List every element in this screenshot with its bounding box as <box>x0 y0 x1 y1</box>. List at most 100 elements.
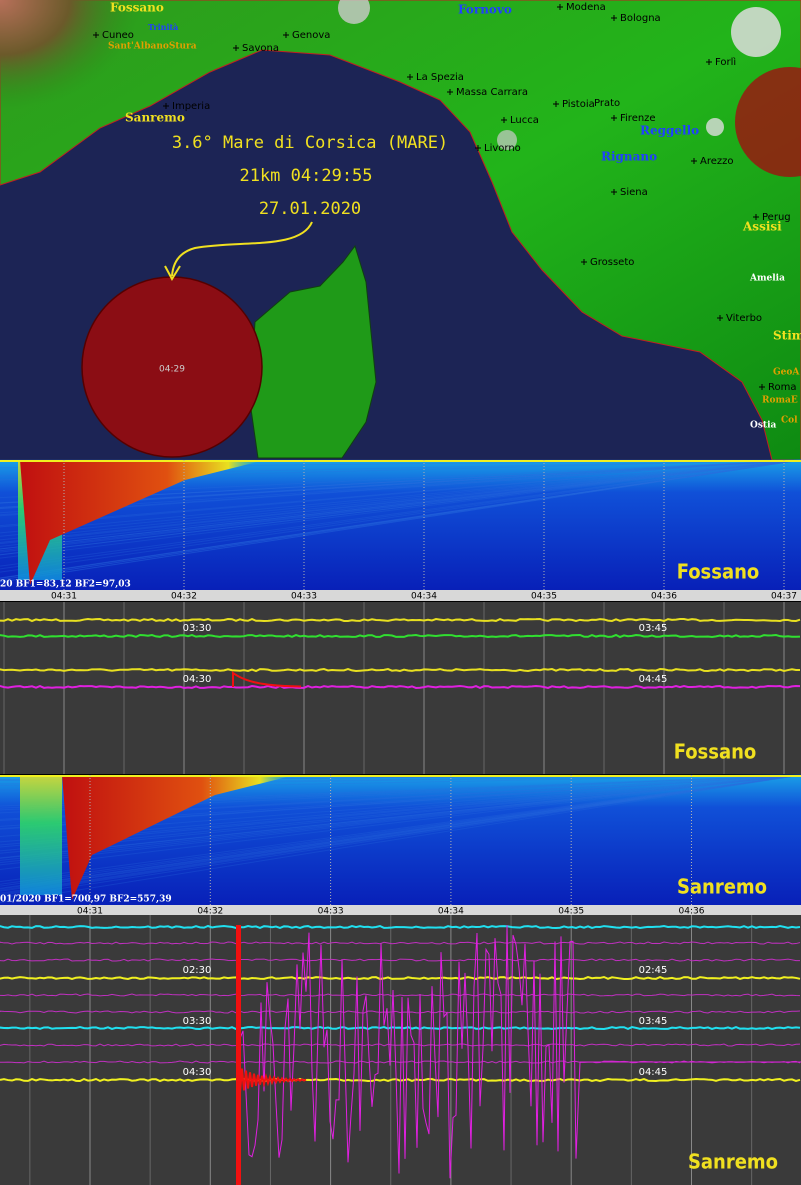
spectrogram-streak <box>0 774 801 848</box>
seismogram-burst <box>237 1065 307 1093</box>
place-marker <box>581 259 587 265</box>
seismogram-station: Fossano <box>674 740 757 764</box>
corsica <box>249 244 377 459</box>
seismogram-trace <box>0 667 801 673</box>
spectrogram-station: Sanremo <box>677 875 767 899</box>
hour-label: 04:45 <box>639 674 668 685</box>
hour-label: 04:30 <box>183 1067 212 1078</box>
time-label: 04:32 <box>197 907 223 917</box>
spectrogram-streak <box>0 459 801 550</box>
time-label: 04:35 <box>531 592 557 602</box>
spectrogram-streak <box>0 774 801 885</box>
place-marker <box>706 59 712 65</box>
place-label: Fossano <box>110 1 164 15</box>
spectrogram-streak <box>0 459 801 581</box>
place-label: Massa Carrara <box>456 87 528 98</box>
spectrogram-streak <box>0 774 801 894</box>
place-marker <box>93 32 99 38</box>
spectrogram-streak <box>0 774 801 896</box>
event-title: 3.6° Mare di Corsica (MARE) <box>172 133 448 153</box>
place-label: Prato <box>594 98 620 109</box>
place-label: Savona <box>242 43 279 54</box>
time-label: 04:34 <box>438 907 464 917</box>
spectrogram-streak <box>0 459 801 545</box>
seismogram-trace <box>0 1025 801 1031</box>
spectrogram-streak <box>0 459 801 534</box>
spectrogram-streak <box>0 459 801 580</box>
seismogram-event <box>237 925 801 1179</box>
spectrogram-streak <box>0 774 801 883</box>
place-label: Rignano <box>601 150 657 164</box>
place-label: GeoA <box>773 368 800 378</box>
place-marker <box>475 145 481 151</box>
spectrogram-streak <box>0 774 801 861</box>
event-marker <box>731 7 781 57</box>
spectrogram-streak <box>0 459 801 581</box>
spectrogram-energy <box>62 775 295 900</box>
spectrogram-streak <box>0 774 801 899</box>
spectrogram-streak <box>0 459 801 543</box>
seismogram-trace <box>0 1043 801 1047</box>
place-label: Genova <box>292 30 330 41</box>
annotation-arrow <box>171 221 313 277</box>
spectrogram-streak <box>0 459 801 583</box>
spectrogram-streak <box>0 459 801 541</box>
place-marker <box>611 115 617 121</box>
place-label: Bologna <box>620 13 661 24</box>
spectrogram-streak <box>0 774 801 859</box>
spectrogram-streak <box>0 459 801 537</box>
time-label: 04:37 <box>771 592 797 602</box>
place-marker <box>611 189 617 195</box>
place-marker <box>407 74 413 80</box>
place-label: Trinità <box>148 22 178 32</box>
place-marker <box>283 32 289 38</box>
seismogram-station: Sanremo <box>688 1150 778 1174</box>
spectrogram-energy <box>20 460 265 585</box>
seismogram-trace <box>0 684 801 689</box>
alps <box>0 0 140 110</box>
seismogram-trace <box>0 617 801 623</box>
place-label: Imperia <box>172 101 210 112</box>
spectrogram-streak <box>0 459 801 550</box>
spectrogram-streak <box>0 459 801 517</box>
seismogram-trace <box>0 924 801 930</box>
spectrogram-streak <box>0 459 801 583</box>
spectrogram-streak <box>0 774 801 852</box>
hour-label: 03:30 <box>183 623 212 634</box>
spectrogram-streak <box>0 774 801 903</box>
place-label: Arezzo <box>700 156 734 167</box>
spectrogram-streak <box>0 774 801 854</box>
place-label: Siena <box>620 187 648 198</box>
seismogram-trace <box>0 633 801 639</box>
place-marker <box>611 15 617 21</box>
hour-label: 04:30 <box>183 674 212 685</box>
place-label: RomaE <box>762 396 798 406</box>
time-axis <box>0 590 801 601</box>
place-label: Sant'AlbanoStura <box>108 42 197 52</box>
spectrogram-streak <box>0 774 801 895</box>
spectrogram-streak <box>0 459 801 573</box>
spectrogram-streak <box>0 459 801 514</box>
spectrogram-streak <box>0 459 801 559</box>
event-marker <box>735 67 801 177</box>
hour-label: 03:30 <box>183 1016 212 1027</box>
spectrogram-streak <box>0 774 801 887</box>
place-label: Cuneo <box>102 30 134 41</box>
seismogram <box>0 915 801 1185</box>
spectrogram-streak <box>0 459 801 570</box>
event-marker <box>338 0 370 24</box>
seismogram-trace <box>0 993 801 997</box>
spectrogram-streak <box>0 459 801 579</box>
place-label: Sanremo <box>125 111 185 125</box>
place-label: Lucca <box>510 115 539 126</box>
place-marker <box>717 315 723 321</box>
spectrogram-station: Fossano <box>677 560 760 584</box>
hour-label: 03:45 <box>639 623 668 634</box>
place-marker <box>557 4 563 10</box>
spectrogram-streak <box>0 459 801 527</box>
place-label: Pistoia <box>562 99 595 110</box>
place-label: Grosseto <box>590 257 634 268</box>
place-label: Fornovo <box>458 3 512 17</box>
place-label: Forlì <box>715 56 736 68</box>
time-label: 04:36 <box>651 592 677 602</box>
